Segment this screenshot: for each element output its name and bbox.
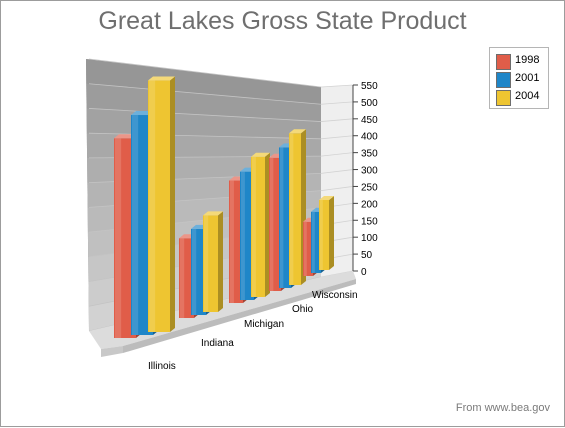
gridline bbox=[88, 108, 322, 122]
y-tick-label: 100 bbox=[361, 233, 378, 244]
x-tick-label: Indiana bbox=[201, 338, 234, 349]
legend-swatch bbox=[496, 72, 511, 88]
y-tick-label: 150 bbox=[361, 216, 378, 227]
chart-legend: 1998 2001 2004 bbox=[489, 47, 549, 109]
gridline-side bbox=[320, 152, 354, 157]
bar-highlight bbox=[304, 221, 307, 276]
wall-strip bbox=[86, 83, 321, 122]
bar-highlight bbox=[270, 157, 274, 291]
bar-highlight bbox=[180, 238, 185, 318]
legend-item-2004: 2004 bbox=[496, 89, 546, 106]
bar-highlight bbox=[204, 215, 209, 312]
bar-wisconsin-1998 bbox=[303, 221, 313, 276]
bar-highlight bbox=[192, 228, 197, 315]
bar-wisconsin-2004 bbox=[319, 200, 329, 270]
gridline bbox=[88, 83, 322, 105]
bar-highlight bbox=[132, 115, 139, 335]
legend-label: 2004 bbox=[515, 90, 540, 102]
legend-label: 2001 bbox=[515, 72, 540, 84]
bar-highlight bbox=[290, 133, 294, 285]
legend-label: 1998 bbox=[515, 54, 540, 66]
y-tick-label: 550 bbox=[361, 81, 378, 92]
gridline-side bbox=[320, 84, 354, 88]
gridline-side bbox=[320, 118, 354, 122]
bar-top bbox=[203, 211, 223, 216]
source-note: From www.bea.gov bbox=[455, 402, 550, 414]
bar-top bbox=[148, 76, 175, 81]
x-tick-label: Wisconsin bbox=[312, 290, 358, 301]
gridline bbox=[88, 132, 322, 140]
gridline-side bbox=[320, 169, 354, 174]
bar-highlight bbox=[230, 180, 234, 303]
bar-top bbox=[319, 196, 334, 200]
bar-side bbox=[329, 196, 334, 270]
y-tick-label: 500 bbox=[361, 98, 378, 109]
bar-highlight bbox=[312, 211, 315, 273]
bar-wisconsin-2001 bbox=[311, 211, 321, 273]
y-tick-label: 200 bbox=[361, 199, 378, 210]
floor-edge bbox=[101, 346, 123, 357]
bar-highlight bbox=[252, 156, 256, 297]
bar-top bbox=[251, 152, 270, 157]
y-tick-label: 300 bbox=[361, 166, 378, 177]
bar-highlight bbox=[241, 171, 245, 300]
floor-front bbox=[123, 279, 356, 353]
y-tick-label: 350 bbox=[361, 149, 378, 160]
gridline-side bbox=[320, 135, 354, 140]
x-tick-label: Michigan bbox=[244, 319, 284, 330]
bar-side bbox=[265, 152, 270, 297]
gridline bbox=[88, 58, 322, 88]
x-tick-label: Ohio bbox=[292, 304, 314, 315]
y-tick-label: 250 bbox=[361, 182, 378, 193]
x-tick-label: Illinois bbox=[148, 361, 176, 372]
chart-title: Great Lakes Gross State Product bbox=[98, 7, 467, 35]
bar-highlight bbox=[320, 200, 323, 270]
bar-side bbox=[170, 76, 175, 332]
bar-highlight bbox=[149, 80, 156, 332]
legend-item-1998: 1998 bbox=[496, 53, 546, 70]
bar-highlight bbox=[280, 147, 284, 288]
gridline-side bbox=[320, 101, 354, 105]
bar-top bbox=[289, 129, 306, 134]
gridline-side bbox=[320, 186, 354, 192]
bar-highlight bbox=[115, 138, 122, 338]
y-tick-label: 450 bbox=[361, 115, 378, 126]
wall-strip bbox=[86, 59, 321, 105]
y-tick-label: 50 bbox=[361, 250, 373, 261]
y-tick-label: 400 bbox=[361, 132, 378, 143]
bar-side bbox=[218, 211, 223, 312]
legend-item-2001: 2001 bbox=[496, 71, 546, 88]
legend-swatch bbox=[496, 54, 511, 70]
y-tick-label: 0 bbox=[361, 267, 367, 278]
legend-swatch bbox=[496, 90, 511, 106]
